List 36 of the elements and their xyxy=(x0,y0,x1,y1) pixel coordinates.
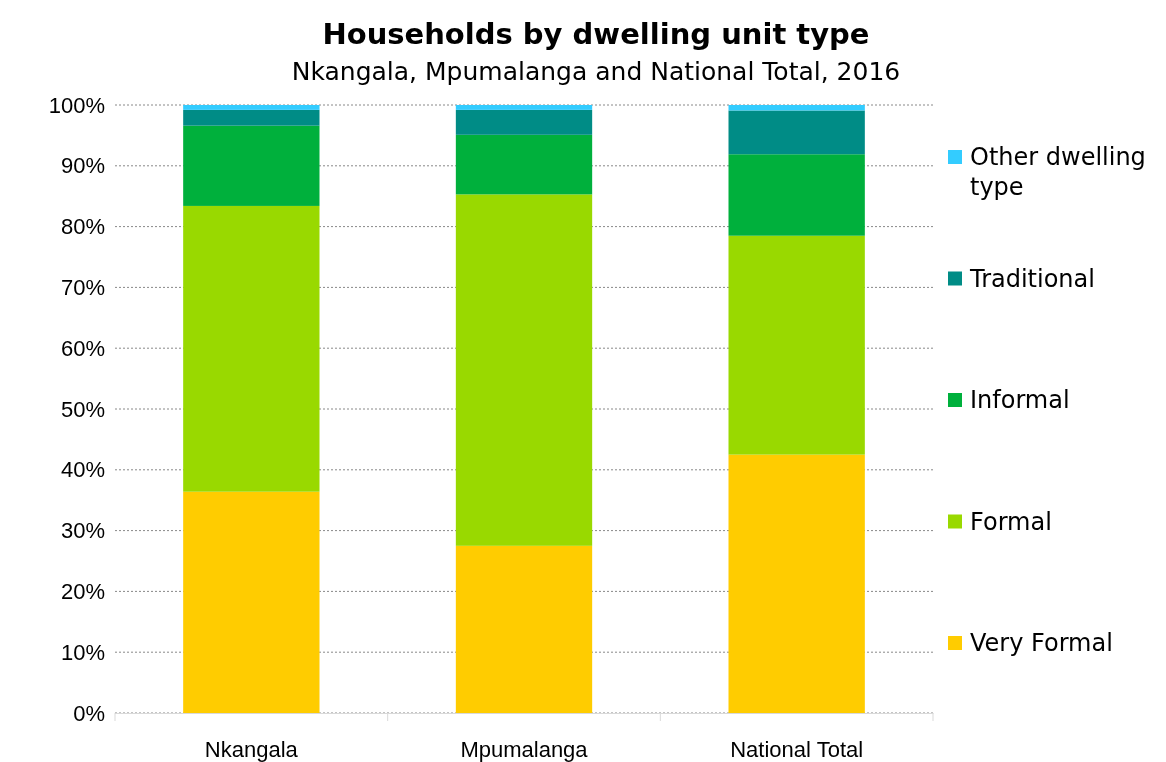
legend-label: Informal xyxy=(970,386,1070,414)
legend-label: Traditional xyxy=(969,264,1095,293)
legend-label: Very Formal xyxy=(970,629,1113,657)
y-tick-label: 100% xyxy=(48,92,105,118)
bar xyxy=(455,134,593,195)
y-tick-label: 50% xyxy=(60,396,105,422)
bar xyxy=(183,105,320,110)
y-tick-label: 70% xyxy=(60,274,105,300)
y-tick-label: 10% xyxy=(60,639,105,665)
bar xyxy=(728,110,865,155)
bar xyxy=(455,109,593,135)
bar xyxy=(183,109,320,126)
y-tick-label: 80% xyxy=(60,214,105,240)
legend-label: Other dwelling type xyxy=(970,143,1146,201)
bar xyxy=(728,154,865,236)
y-tick-label: 0% xyxy=(73,700,105,726)
bar xyxy=(183,491,320,713)
y-tick-label: 20% xyxy=(60,578,105,604)
bar xyxy=(455,194,593,546)
y-tick-label: 90% xyxy=(60,153,105,179)
bar xyxy=(728,105,865,111)
legend-label: Formal xyxy=(970,507,1052,536)
y-tick-label: 40% xyxy=(60,457,105,483)
bar xyxy=(183,205,320,492)
bar xyxy=(728,454,865,713)
bar xyxy=(183,125,320,206)
x-tick-label: Nkangala xyxy=(204,736,299,762)
bar xyxy=(728,235,865,455)
y-tick-label: 30% xyxy=(60,518,105,544)
bar xyxy=(455,105,593,110)
x-tick-label: National Total xyxy=(730,736,864,762)
x-tick-label: Mpumalanga xyxy=(460,736,589,762)
chart-title: Households by dwelling unit type xyxy=(322,17,870,51)
bar xyxy=(455,545,593,713)
chart-subtitle: Nkangala, Mpumalanga and National Total, 2016 xyxy=(291,57,901,86)
y-tick-label: 60% xyxy=(60,335,105,361)
